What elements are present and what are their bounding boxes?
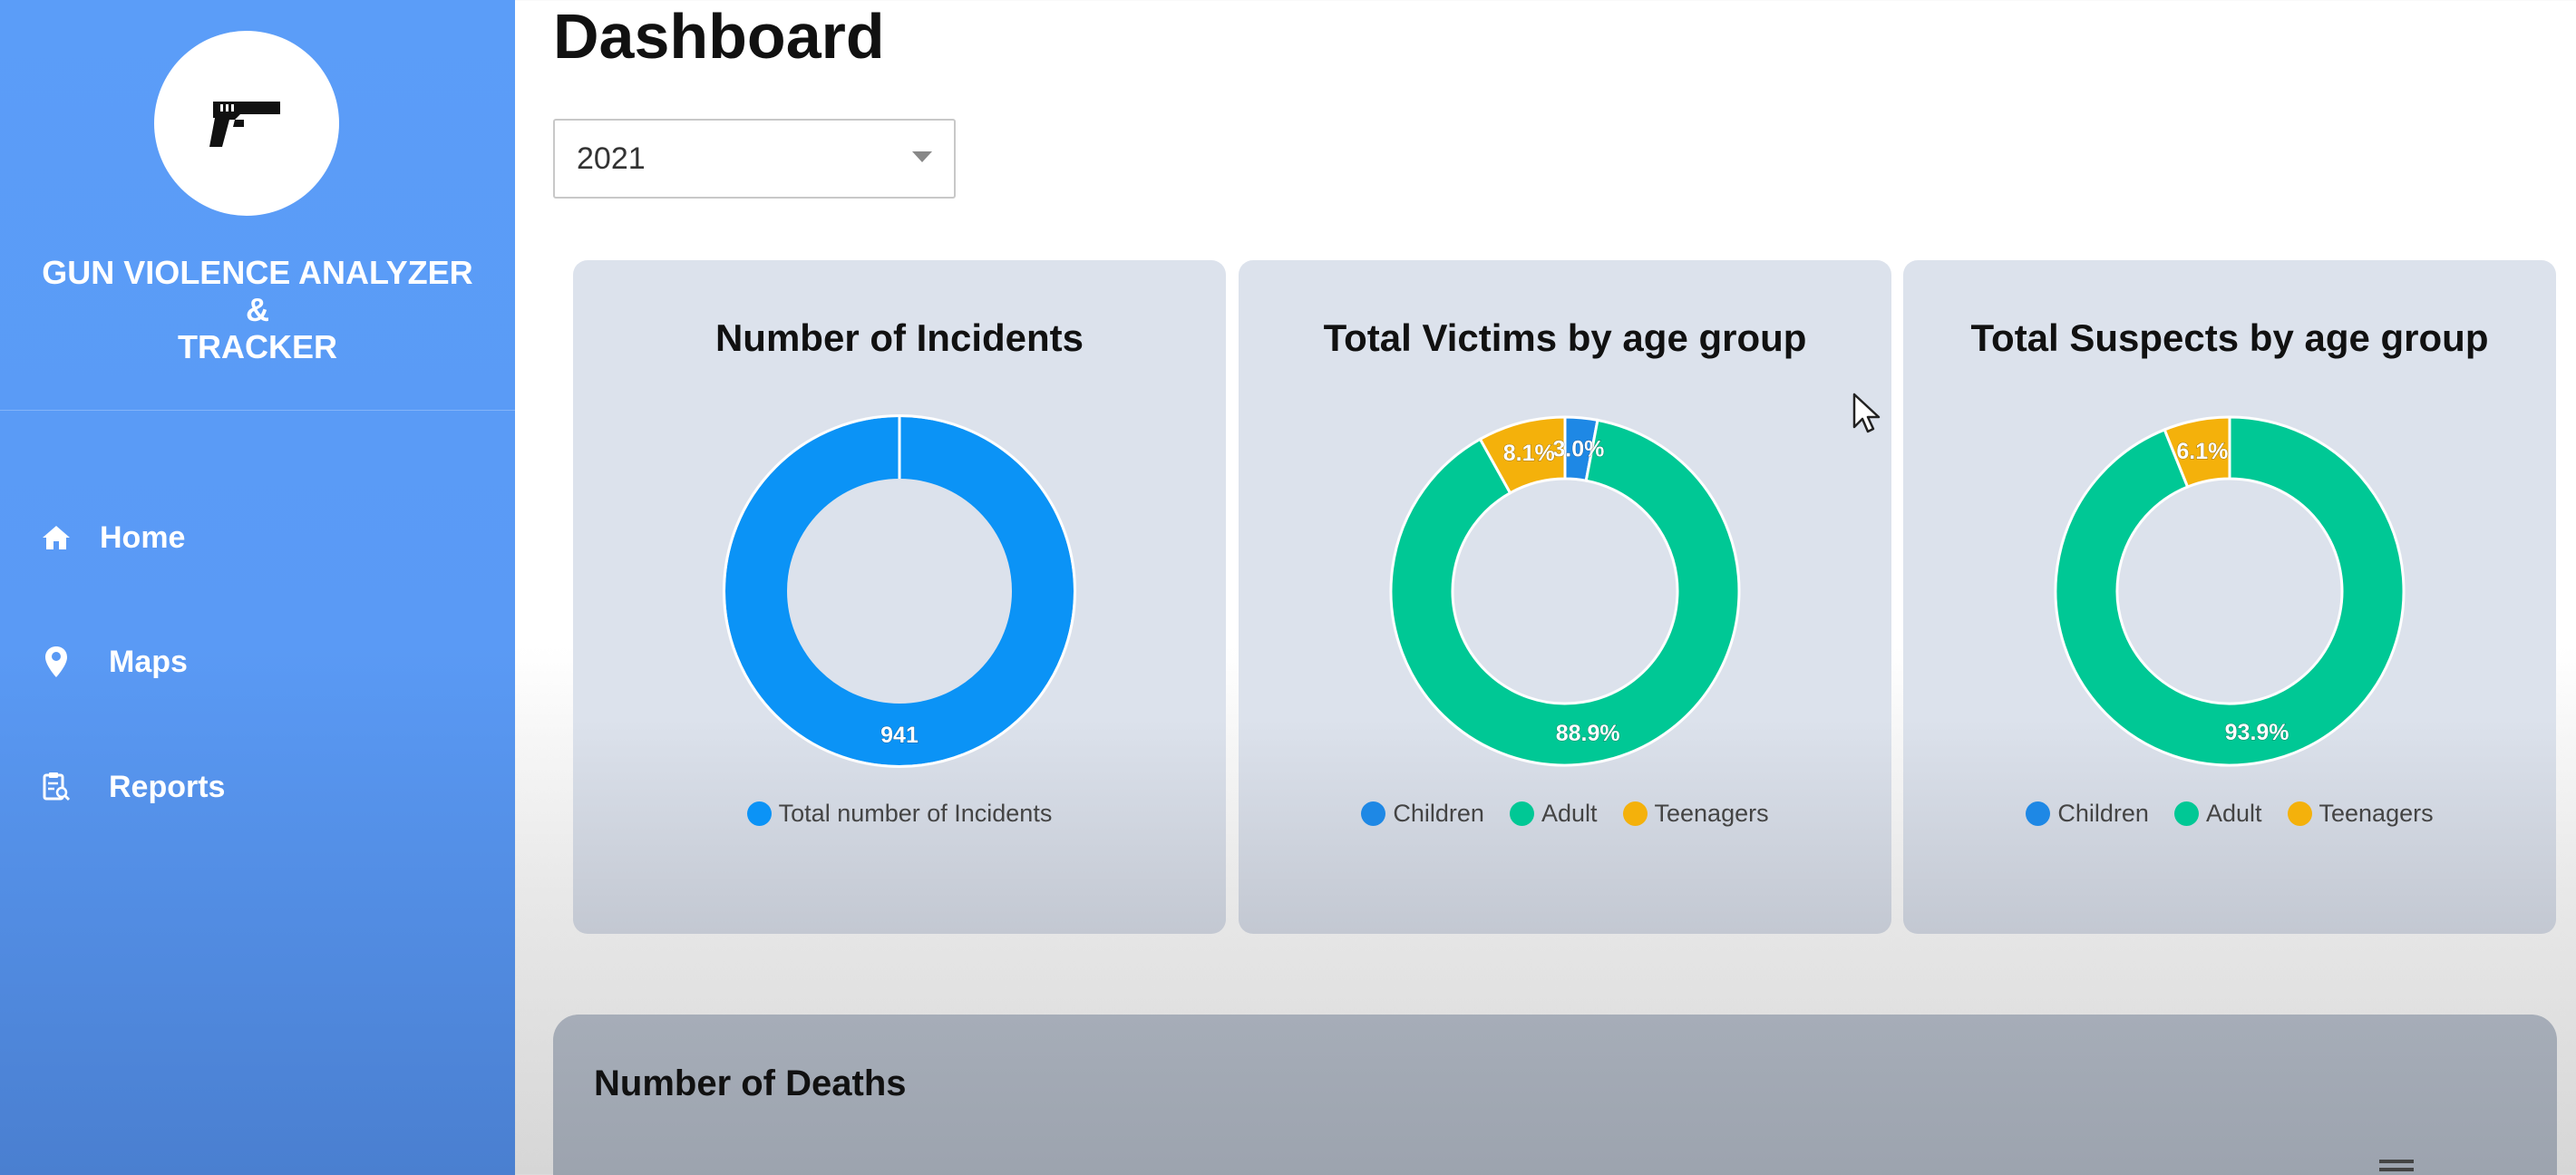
legend-item-teenagers[interactable]: Teenagers [1622, 800, 1769, 828]
chart-legend: Children Adult Teenagers [1903, 800, 2556, 828]
sidebar-item-home[interactable]: Home [40, 510, 185, 565]
home-icon [40, 521, 73, 554]
donut-slice-teenagers[interactable] [2163, 415, 2231, 489]
deaths-title: Number of Deaths [594, 1063, 907, 1103]
chart-title: Total Suspects by age group [1970, 316, 2489, 359]
victims-donut-chart: 3.0% 88.9% 8.1% [1389, 415, 1741, 767]
data-label-children: 3.0% [1552, 437, 1604, 462]
sidebar-item-label: Maps [109, 644, 188, 679]
legend-item-total-number-of-incidents[interactable]: Total number of Incidents [746, 800, 1053, 828]
legend-dot [746, 801, 772, 826]
legend-label: Children [1393, 800, 1484, 827]
donut-slice-total-number-of-incidents[interactable] [725, 417, 1074, 765]
brand-title: GUN VIOLENCE ANALYZER & TRACKER [0, 254, 515, 365]
legend-label: Adult [1541, 800, 1598, 827]
legend-item-adult[interactable]: Adult [2173, 800, 2262, 828]
logo[interactable] [154, 31, 339, 216]
legend-item-children[interactable]: Children [2026, 800, 2149, 828]
legend-label: Teenagers [1654, 800, 1769, 827]
brand-line-2: & [246, 291, 269, 328]
chevron-down-icon [912, 151, 932, 162]
sidebar-item-label: Home [100, 520, 186, 555]
map-pin-icon [40, 646, 73, 678]
sidebar-divider [0, 410, 515, 411]
sidebar: GUN VIOLENCE ANALYZER & TRACKER Home Map… [0, 0, 515, 1175]
legend-item-teenagers[interactable]: Teenagers [2287, 800, 2434, 828]
suspects-card: Total Suspects by age group 93.9% 6.1% Ch… [1903, 260, 2556, 934]
legend-label: Teenagers [2318, 800, 2434, 827]
legend-dot [1622, 801, 1648, 826]
chart-legend: Children Adult Teenagers [1239, 800, 1891, 828]
sidebar-item-reports[interactable]: Reports [40, 760, 225, 814]
year-select[interactable]: 2021 [553, 119, 956, 199]
donut-outline [723, 414, 1076, 768]
legend-item-adult[interactable]: Adult [1509, 800, 1598, 828]
year-select-value: 2021 [577, 141, 646, 176]
deaths-panel: Number of Deaths [553, 1015, 2557, 1175]
report-icon [40, 771, 73, 803]
data-label-adult: 88.9% [1556, 721, 1620, 746]
chart-legend: Total number of Incidents [573, 800, 1226, 828]
legend-dot [2026, 801, 2051, 826]
legend-label: Children [2057, 800, 2149, 827]
chart-title: Number of Incidents [714, 316, 1084, 359]
legend-item-children[interactable]: Children [1361, 800, 1484, 828]
menu-icon[interactable] [2379, 1160, 2414, 1175]
data-label-teenagers: 8.1% [1503, 441, 1555, 466]
legend-label: Adult [2205, 800, 2262, 827]
legend-dot [2173, 801, 2199, 826]
suspects-donut-chart: 93.9% 6.1% [2054, 415, 2406, 767]
pistol-icon [209, 102, 280, 147]
sidebar-item-label: Reports [109, 769, 226, 804]
donut-slice-adult[interactable] [1389, 418, 1741, 767]
chart-title: Total Victims by age group [1323, 316, 1807, 359]
donut-slice-adult[interactable] [2054, 415, 2406, 767]
legend-dot [2287, 801, 2312, 826]
legend-dot [1509, 801, 1534, 826]
incidents-donut-chart: 941 [723, 414, 1076, 768]
mouse-cursor-icon [1852, 393, 1881, 433]
data-label-teenagers: 6.1% [2176, 439, 2228, 464]
data-label-adult: 93.9% [2225, 720, 2289, 745]
victims-card: Total Victims by age group 3.0% 88.9% 8.1%… [1239, 260, 1891, 934]
brand-line-3: TRACKER [178, 328, 337, 365]
legend-dot [1361, 801, 1386, 826]
legend-label: Total number of Incidents [778, 800, 1053, 827]
incidents-card: Number of Incidents 941 Total number of … [573, 260, 1226, 934]
sidebar-item-maps[interactable]: Maps [40, 635, 188, 689]
data-label-total-number-of-incidents: 941 [880, 723, 919, 748]
donut-slice-teenagers[interactable] [1478, 415, 1567, 495]
brand-line-1: GUN VIOLENCE ANALYZER [42, 254, 473, 291]
page-title: Dashboard [553, 1, 885, 72]
